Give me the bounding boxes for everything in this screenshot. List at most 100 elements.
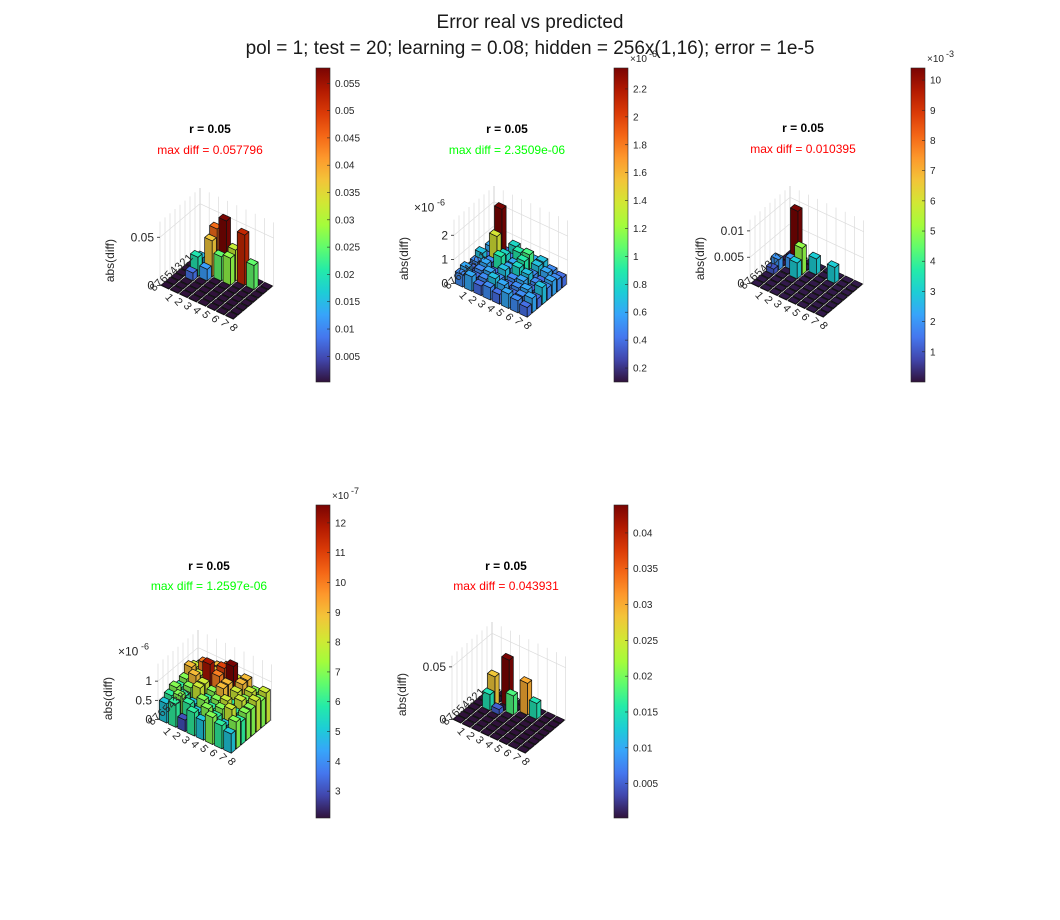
bar-top: [811, 300, 824, 309]
bar-top: [845, 284, 858, 292]
bar: [212, 285, 226, 295]
bar-top: [502, 261, 515, 270]
colorbar-exponent: -6: [649, 49, 657, 59]
bar: [509, 715, 523, 724]
bar: [803, 271, 816, 280]
colorbar-tick-label: 1.2: [633, 224, 647, 235]
colorbar-tick-label: 0.05: [335, 106, 355, 117]
colorbar-tick-label: 8: [930, 136, 936, 147]
bar-top: [533, 720, 546, 728]
colorbar-tick-label: 0.055: [335, 79, 360, 90]
bar: [801, 296, 815, 305]
colorbar-tick-label: 5: [930, 227, 936, 238]
bar: [222, 250, 236, 286]
colorbar-tick-label: 0.04: [335, 161, 355, 172]
bar: [500, 711, 513, 720]
bar-top: [808, 251, 821, 260]
bar: [477, 706, 490, 716]
bar-top: [547, 720, 560, 728]
bar-top: [812, 275, 826, 284]
bar-top: [246, 258, 259, 266]
z-tick-label: 0.01: [721, 224, 745, 238]
bar: [175, 281, 188, 290]
bar-top: [523, 728, 536, 737]
colorbar-tick-label: 1.4: [633, 196, 647, 207]
bar-top: [255, 286, 268, 294]
bar-top: [527, 736, 540, 745]
bar: [750, 279, 764, 288]
z-axis-label: abs(diff): [395, 673, 409, 716]
z-tick-label: 0.005: [714, 250, 744, 264]
bar-top: [760, 283, 773, 292]
bar-top: [826, 260, 840, 268]
bar-top: [821, 279, 835, 288]
bar-top: [516, 254, 530, 262]
bar: [500, 286, 514, 309]
bar: [217, 281, 231, 290]
bar: [806, 305, 819, 314]
bar: [792, 292, 806, 301]
bar-top: [543, 711, 556, 720]
bar-top: [480, 728, 493, 736]
bar: [165, 277, 179, 286]
bar-top: [552, 715, 565, 724]
bar-face: [236, 231, 246, 286]
bar-top: [779, 279, 792, 288]
bar-top: [462, 719, 475, 728]
bar-top: [208, 277, 221, 285]
bar-top: [211, 669, 224, 677]
bar: [250, 290, 263, 299]
bar-top: [783, 287, 796, 296]
max-diff-label: max diff = 0.057796: [157, 143, 263, 157]
bar-top: [236, 290, 249, 298]
bar-top: [830, 296, 843, 305]
max-diff-label: max diff = 2.3509e-06: [449, 143, 566, 157]
bar-top: [225, 311, 238, 319]
colorbar-tick-label: 7: [335, 667, 341, 678]
bar: [223, 726, 236, 754]
colorbar-tick-label: 0.2: [633, 364, 647, 375]
bar-top: [481, 715, 494, 724]
subplot-title: r = 0.05: [189, 122, 231, 136]
z-exponent: -6: [437, 198, 445, 208]
colorbar-exponent-base: ×10: [630, 54, 647, 65]
bar: [482, 687, 495, 711]
bar-face: [260, 697, 266, 729]
bar-top: [452, 715, 466, 723]
bar-top: [513, 724, 527, 732]
bar-group: [158, 656, 271, 754]
colorbar-tick-label: 9: [930, 106, 936, 117]
bar-face: [253, 261, 259, 291]
bar: [485, 723, 498, 733]
bar-face: [245, 709, 251, 741]
bar-top: [260, 281, 273, 290]
bar: [543, 711, 556, 720]
bar-top: [240, 298, 253, 307]
bar-top: [793, 279, 806, 288]
colorbar-tick-label: 0.015: [633, 707, 658, 718]
bar-top: [188, 668, 201, 677]
bar-top: [467, 702, 481, 711]
colorbar-tick-label: 0.035: [335, 188, 360, 199]
bar: [514, 711, 528, 720]
bar-top: [221, 290, 235, 298]
bar-top: [168, 680, 182, 689]
bar-top: [518, 719, 532, 728]
bar: [471, 723, 484, 733]
bar-top: [503, 732, 517, 741]
bar: [211, 298, 225, 307]
bar-top: [803, 271, 816, 279]
bar-top: [457, 711, 471, 719]
colorbar-tick-label: 0.035: [633, 564, 658, 575]
colorbar-strip: [613, 504, 629, 819]
bar-top: [217, 281, 231, 290]
bar-top: [820, 305, 833, 313]
bar-top: [193, 289, 206, 298]
bar-face: [250, 705, 256, 737]
bar-top: [518, 732, 531, 741]
bar-top: [535, 254, 549, 263]
bar-group: [750, 204, 863, 318]
bar: [180, 277, 193, 286]
bar-top: [537, 728, 550, 737]
bar-top: [514, 711, 528, 720]
